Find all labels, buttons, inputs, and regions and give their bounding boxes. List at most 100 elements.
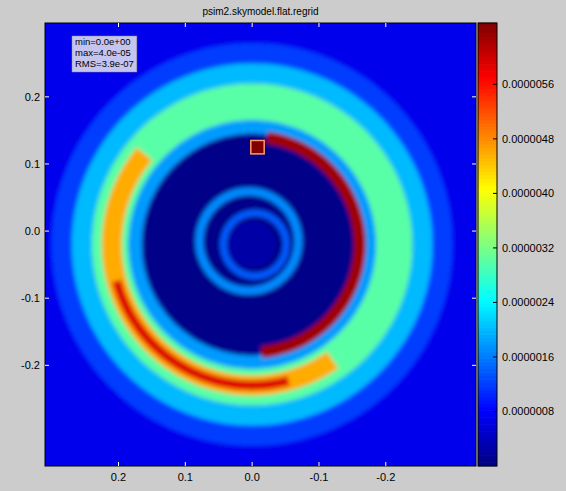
stats-line: max=4.0e-05 <box>75 47 131 58</box>
colorbar-segment <box>478 268 497 272</box>
colorbar-segment <box>478 241 497 245</box>
x-tick-top <box>252 23 253 27</box>
colorbar-segment <box>478 383 497 387</box>
colorbar-segment <box>478 203 497 207</box>
colorbar-segment <box>478 265 497 269</box>
annulus <box>92 83 413 405</box>
colorbar-segment <box>478 441 497 445</box>
colorbar-segment <box>478 390 497 394</box>
colorbar-segment <box>478 282 497 286</box>
image-layer <box>45 23 476 466</box>
sky-background <box>45 23 476 466</box>
y-tick <box>45 163 49 164</box>
arc <box>102 147 339 395</box>
colorbar-segment <box>478 234 497 238</box>
colorbar-segment <box>478 120 497 124</box>
plot-area <box>45 23 476 466</box>
annulus <box>195 187 302 294</box>
colorbar-segment <box>478 158 497 162</box>
colorbar-segment <box>478 182 497 186</box>
y-tick-right <box>472 298 476 299</box>
x-tick <box>252 462 253 466</box>
y-tick-label: 0.0 <box>25 225 40 237</box>
colorbar-segment <box>478 275 497 279</box>
x-tick <box>185 462 186 466</box>
colorbar-segment <box>478 185 497 189</box>
annulus <box>72 63 433 425</box>
colorbar-segment <box>478 255 497 259</box>
y-tick <box>45 298 49 299</box>
colorbar-segment <box>478 286 497 290</box>
annulus <box>220 210 290 280</box>
colorbar-segment <box>478 244 497 248</box>
colorbar-segment <box>478 154 497 158</box>
colorbar-segment <box>478 106 497 110</box>
colorbar-segment <box>478 223 497 227</box>
colorbar-segment <box>478 189 497 193</box>
x-tick <box>118 462 119 466</box>
y-tick <box>45 96 49 97</box>
colorbar-segment <box>478 296 497 300</box>
colorbar-segment <box>478 438 497 442</box>
colorbar-tick <box>493 193 497 194</box>
colorbar-segment <box>478 144 497 148</box>
colorbar-segment <box>478 435 497 439</box>
x-tick-label: 0.1 <box>178 471 193 483</box>
colorbar-segment <box>478 251 497 255</box>
colorbar-segment <box>478 293 497 297</box>
y-tick-label: -0.2 <box>21 359 40 371</box>
colorbar-segment <box>478 279 497 283</box>
colorbar-segment <box>478 220 497 224</box>
annulus <box>129 120 376 368</box>
colorbar-segment <box>478 317 497 321</box>
colorbar-segment <box>478 109 497 113</box>
colorbar-segment <box>478 407 497 411</box>
colorbar-segment <box>478 459 497 463</box>
colorbar-segment <box>478 78 497 82</box>
colorbar-segment <box>478 47 497 51</box>
colorbar-segment <box>478 40 497 44</box>
colorbar-segment <box>478 68 497 72</box>
y-tick-label: 0.2 <box>25 91 40 103</box>
colorbar-tick <box>493 84 497 85</box>
y-tick-right <box>472 365 476 366</box>
colorbar-segment <box>478 130 497 134</box>
y-tick <box>45 365 49 366</box>
arc <box>112 280 290 390</box>
colorbar-segment <box>478 82 497 86</box>
colorbar-segment <box>478 140 497 144</box>
colorbar-segment <box>478 372 497 376</box>
colorbar-segment <box>478 88 497 92</box>
y-tick-label: -0.1 <box>21 292 40 304</box>
colorbar-segment <box>478 95 497 99</box>
colorbar-segment <box>478 369 497 373</box>
point-source <box>251 140 264 153</box>
x-tick <box>385 462 386 466</box>
colorbar-segment <box>478 192 497 196</box>
colorbar-segment <box>478 147 497 151</box>
colorbar-segment <box>478 137 497 141</box>
colorbar-segment <box>478 61 497 65</box>
colorbar-segment <box>478 376 497 380</box>
colorbar-segment <box>478 334 497 338</box>
colorbar-tick-label: 0.0000024 <box>502 296 554 308</box>
colorbar-segment <box>478 230 497 234</box>
colorbar-segment <box>478 33 497 37</box>
x-tick-label: 0.0 <box>244 471 259 483</box>
stats-line: min=0.0e+00 <box>75 36 130 47</box>
colorbar-segment <box>478 206 497 210</box>
colorbar-segment <box>478 289 497 293</box>
colorbar-segment <box>478 421 497 425</box>
colorbar-tick <box>493 138 497 139</box>
colorbar-segment <box>478 414 497 418</box>
colorbar-segment <box>478 43 497 47</box>
colorbar-segment <box>478 175 497 179</box>
colorbar-segment <box>478 448 497 452</box>
colorbar-segment <box>478 452 497 456</box>
colorbar-segment <box>478 237 497 241</box>
x-tick-label: -0.2 <box>376 471 395 483</box>
colorbar-segment <box>478 455 497 459</box>
colorbar-segment <box>478 102 497 106</box>
colorbar-segment <box>478 431 497 435</box>
stats-box: min=0.0e+00max=4.0e-05RMS=3.9e-07 <box>72 36 137 72</box>
